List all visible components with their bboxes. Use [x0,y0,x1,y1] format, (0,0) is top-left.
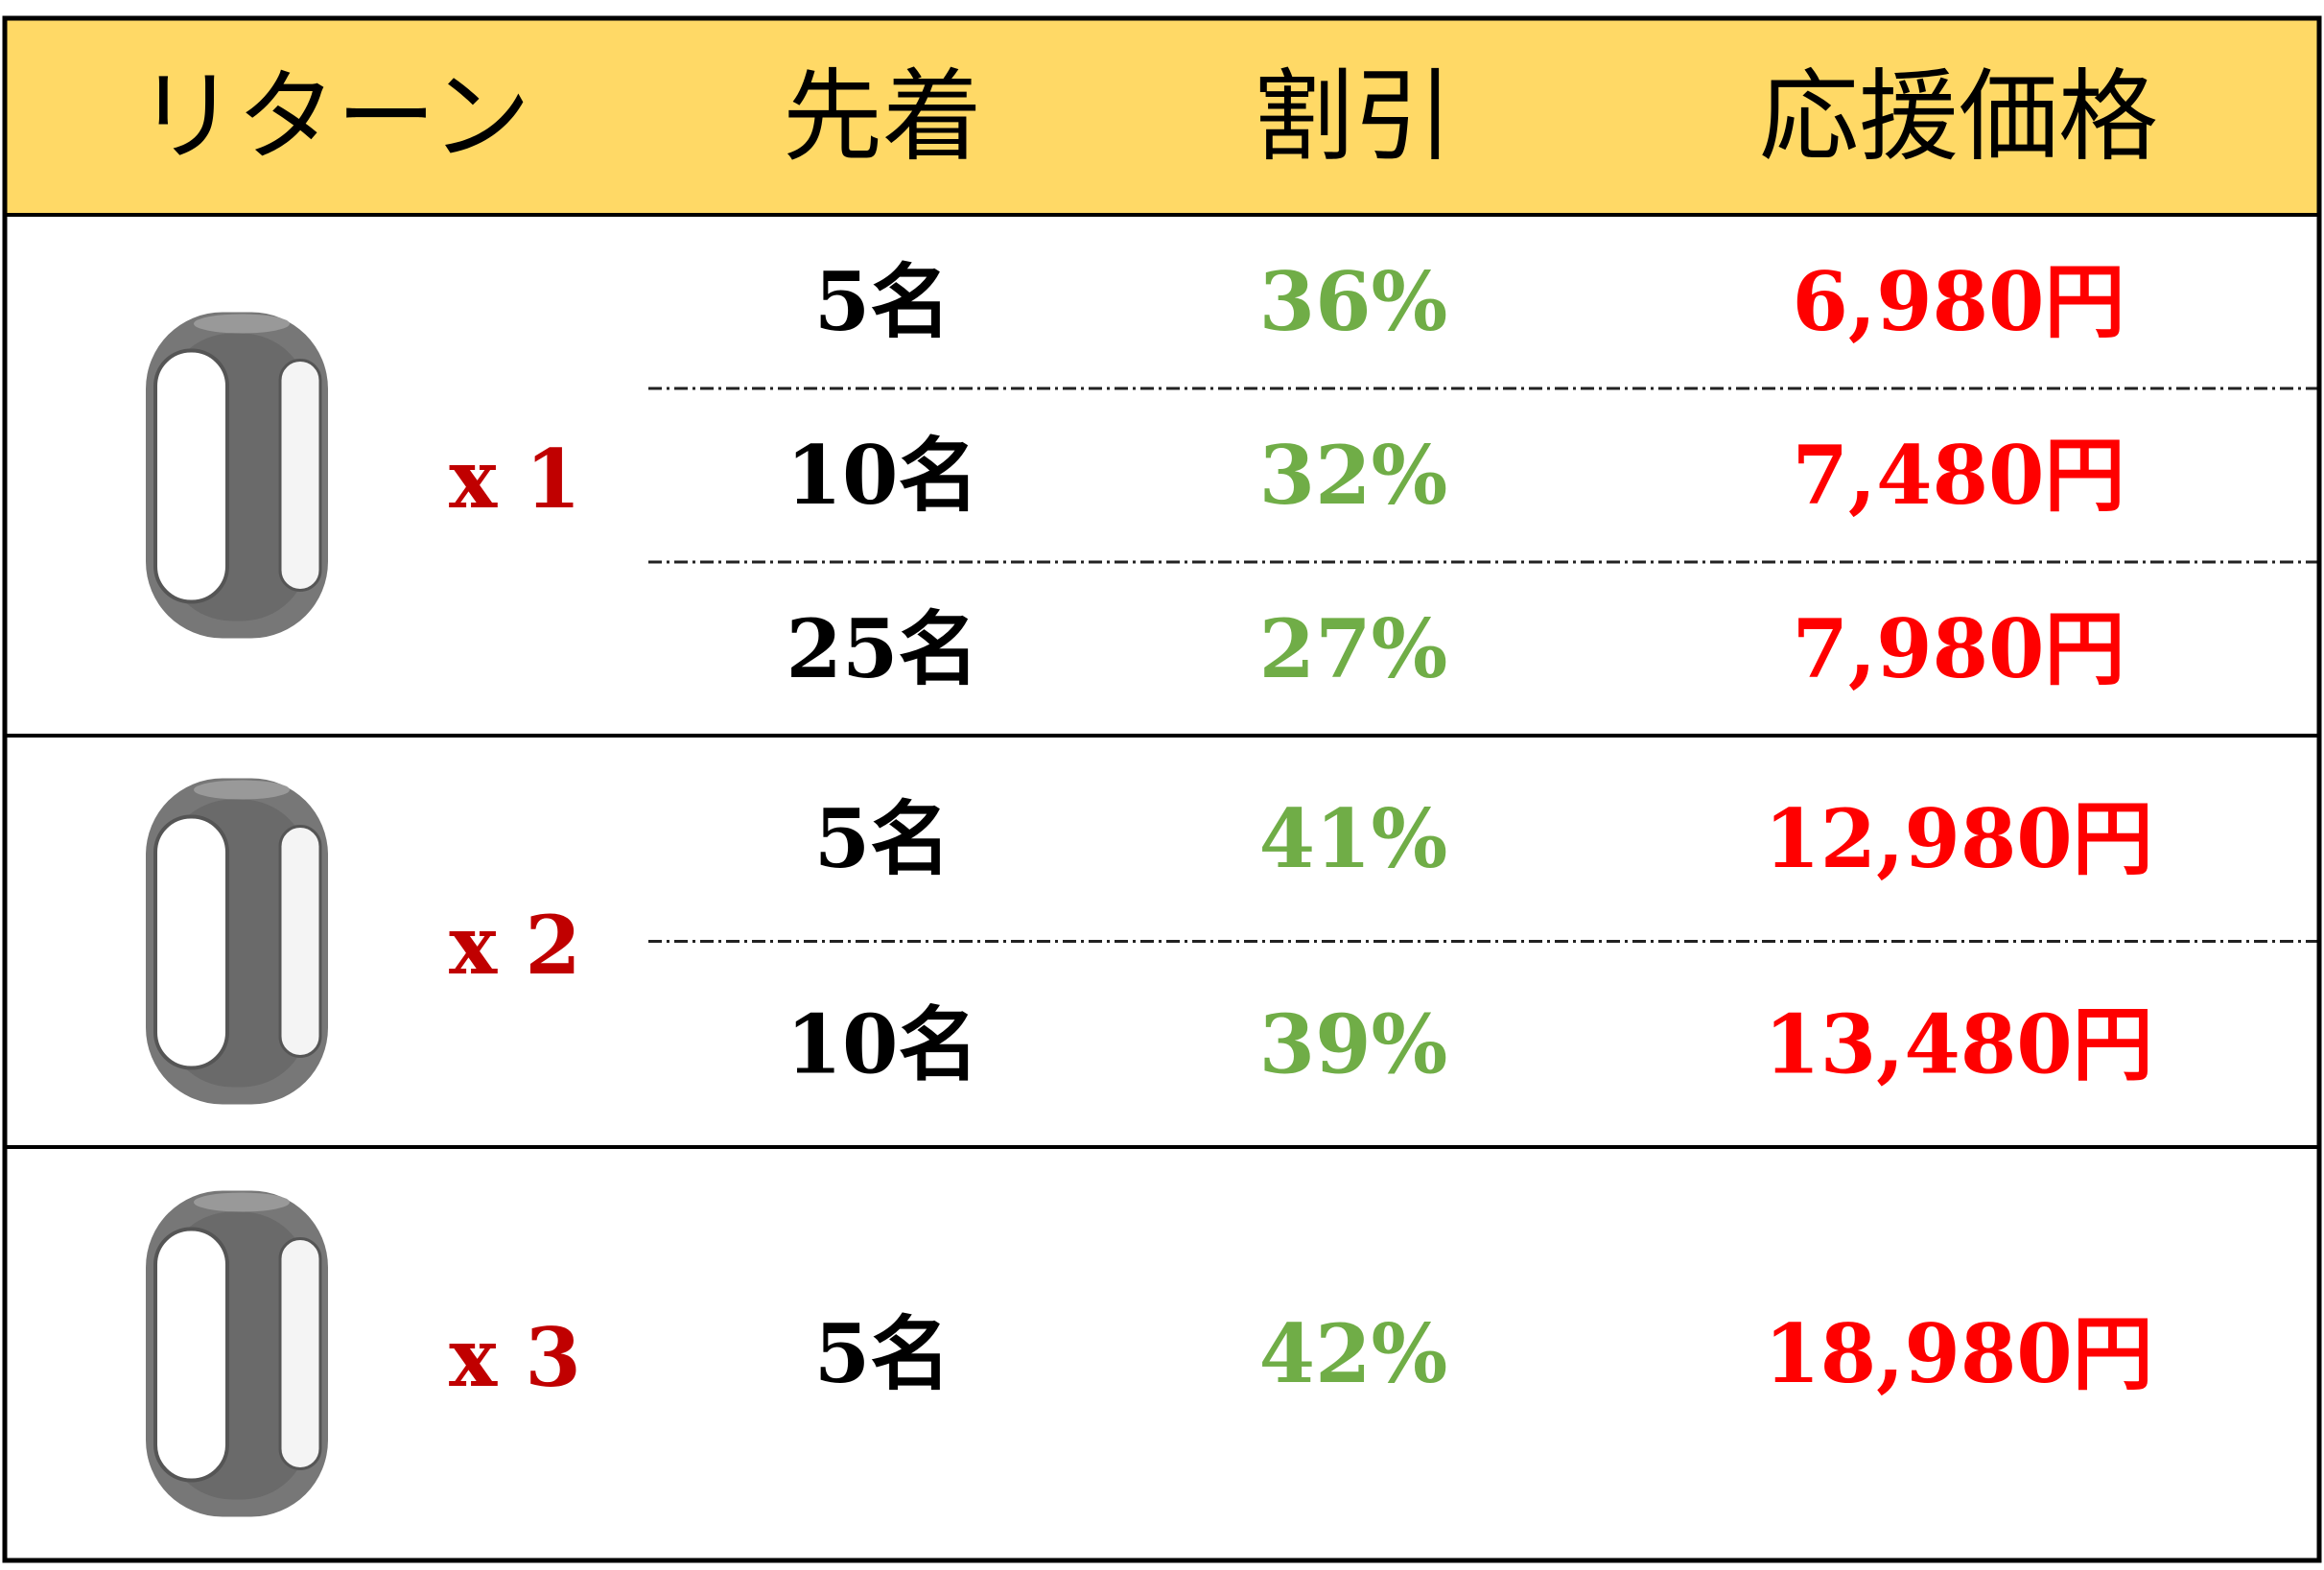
price: 13,480円 [1764,996,2152,1091]
discount: 42% [1259,1306,1448,1401]
product-image [144,776,330,1107]
product-image [144,310,330,641]
discount: 39% [1259,996,1448,1091]
discount: 36% [1259,254,1448,349]
slots: 5名 [814,1306,951,1401]
slots: 25名 [786,601,979,696]
price: 7,480円 [1792,428,2124,523]
slots: 10名 [786,996,979,1091]
header-bg [5,18,2319,215]
price: 12,980円 [1764,791,2152,886]
price: 7,980円 [1792,601,2124,696]
discount: 41% [1259,791,1448,886]
discount: 32% [1259,428,1448,523]
header-cell: 割引 [1254,59,1453,176]
slots: 5名 [814,791,951,886]
table-border [2,15,2322,1563]
header-cell: 先着 [783,59,982,176]
header-cell: 応援価格 [1759,59,2158,176]
slots: 5名 [814,254,951,349]
slots: 10名 [786,428,979,523]
product-image [144,1188,330,1519]
quantity: x 2 [449,898,581,993]
discount: 27% [1259,601,1448,696]
price: 6,980円 [1792,254,2124,349]
price: 18,980円 [1764,1306,2152,1401]
quantity: x 3 [449,1310,581,1405]
quantity: x 1 [449,432,581,527]
header-cell: リターン [137,59,531,176]
